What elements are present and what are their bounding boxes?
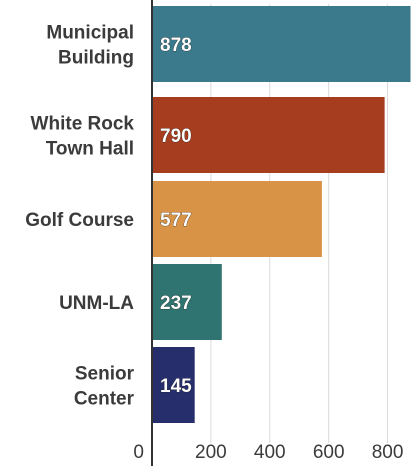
category-label: Municipal Building xyxy=(46,23,134,69)
category-label-line: Building xyxy=(58,48,134,69)
category-label-line: White Rock xyxy=(31,114,135,135)
category-label-line: Center xyxy=(74,389,135,410)
x-tick-label: 600 xyxy=(313,442,345,463)
data-label: 790 xyxy=(160,126,192,147)
category-label: Senior Center xyxy=(74,364,135,410)
category-label-line: Golf Course xyxy=(25,210,134,231)
category-label: UNM-LA xyxy=(59,293,134,314)
x-tick-label: 200 xyxy=(195,442,227,463)
category-label: White Rock Town Hall xyxy=(31,114,135,160)
category-label: Golf Course xyxy=(25,210,134,231)
category-label-line: Municipal xyxy=(46,23,134,44)
category-label-line: Town Hall xyxy=(46,139,134,160)
category-label-line: Senior xyxy=(75,364,135,385)
x-tick-label: 800 xyxy=(372,442,404,463)
data-label: 878 xyxy=(160,35,192,56)
data-label: 145 xyxy=(160,376,192,397)
x-tick-label: 400 xyxy=(254,442,286,463)
x-tick-label: 0 xyxy=(133,442,144,463)
data-label: 237 xyxy=(160,293,192,314)
data-label: 577 xyxy=(160,210,192,231)
category-label-line: UNM-LA xyxy=(59,293,134,314)
